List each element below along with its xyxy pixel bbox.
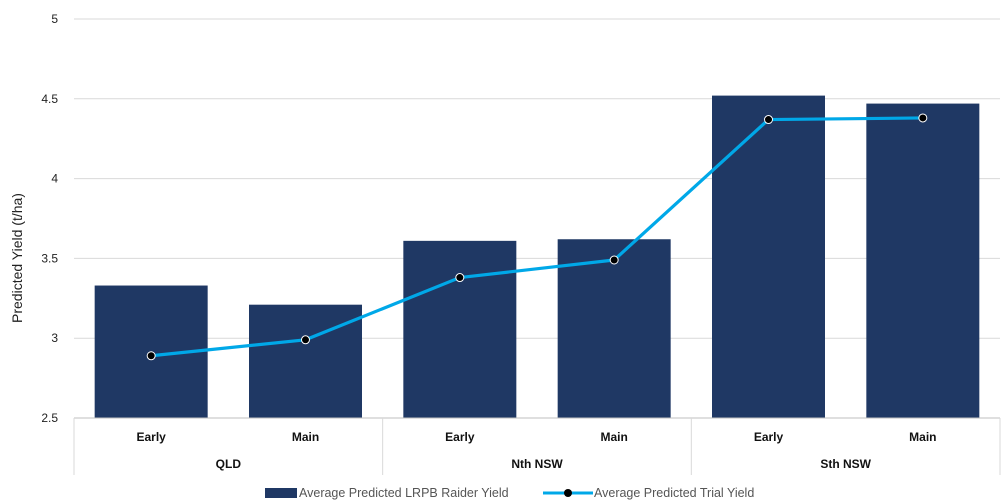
bar <box>249 304 362 418</box>
x-tick-label: Main <box>909 430 936 444</box>
x-tick-label: Early <box>754 430 784 444</box>
line-point <box>455 273 465 283</box>
x-tick-label: Early <box>136 430 166 444</box>
bar <box>866 103 980 418</box>
y-tick-label: 2.5 <box>41 411 58 425</box>
line-point <box>764 115 773 125</box>
line-point <box>918 113 928 123</box>
line-point <box>146 351 156 361</box>
y-tick-label: 3.5 <box>41 251 58 265</box>
y-tick-labels: 2.5 3 3.5 4 4.5 5 <box>41 12 58 425</box>
y-axis-label: Predicted Yield (t/ha) <box>9 193 25 323</box>
y-tick-label: 4 <box>51 172 58 186</box>
legend: Average Predicted LRPB Raider Yield Avera… <box>265 486 754 500</box>
group-label: Nth NSW <box>511 457 563 471</box>
line-point <box>609 255 619 265</box>
x-tick-label: Main <box>292 430 319 444</box>
y-tick-label: 4.5 <box>41 92 58 106</box>
legend-label: Average Predicted LRPB Raider Yield <box>299 486 509 500</box>
x-axis: Early Main Early Main Early Main QLD Nth NSW Sth… <box>73 417 1001 475</box>
gridlines <box>74 18 1000 419</box>
y-tick-label: 3 <box>51 331 58 345</box>
line-series <box>146 113 928 361</box>
legend-swatch-bars <box>265 488 297 498</box>
bar-series <box>94 95 980 418</box>
trial-yield-line <box>151 116 923 358</box>
line-point <box>301 335 310 345</box>
x-tick-label: Early <box>445 430 475 444</box>
bar <box>712 95 825 418</box>
group-label: Sth NSW <box>820 457 871 471</box>
bar <box>557 239 671 418</box>
x-tick-label: Main <box>600 430 627 444</box>
y-tick-label: 5 <box>51 12 58 26</box>
group-label: QLD <box>216 457 242 471</box>
bar <box>403 240 517 418</box>
legend-swatch-marker <box>564 489 572 497</box>
legend-label: Average Predicted Trial Yield <box>594 486 754 500</box>
